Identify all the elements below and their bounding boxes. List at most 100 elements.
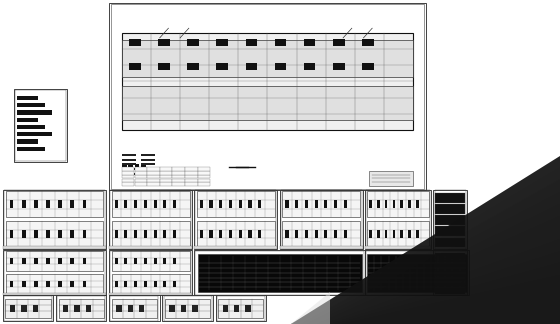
Bar bbox=[435, 253, 465, 260]
Bar bbox=[160, 171, 172, 175]
Bar bbox=[141, 159, 155, 161]
Polygon shape bbox=[338, 274, 560, 324]
Bar bbox=[71, 281, 74, 287]
Bar bbox=[17, 139, 38, 144]
Bar bbox=[116, 305, 122, 312]
Bar bbox=[3, 247, 106, 249]
Bar bbox=[246, 39, 257, 46]
Bar bbox=[209, 200, 213, 208]
Bar bbox=[365, 190, 431, 249]
Polygon shape bbox=[291, 156, 560, 324]
Bar bbox=[147, 171, 160, 175]
Bar bbox=[58, 258, 62, 264]
Bar bbox=[134, 200, 137, 208]
Bar bbox=[164, 200, 166, 208]
Bar bbox=[198, 175, 210, 178]
Bar bbox=[124, 230, 128, 238]
Bar bbox=[229, 230, 232, 238]
Bar bbox=[295, 230, 298, 238]
Bar bbox=[198, 254, 362, 292]
Bar bbox=[17, 96, 38, 100]
Bar bbox=[134, 164, 139, 167]
Bar bbox=[86, 305, 91, 312]
Bar bbox=[4, 251, 105, 295]
Bar bbox=[246, 63, 257, 70]
Bar bbox=[245, 305, 251, 312]
Bar bbox=[305, 230, 308, 238]
Bar bbox=[408, 200, 410, 208]
Bar bbox=[160, 167, 172, 171]
Bar bbox=[334, 200, 337, 208]
Bar bbox=[324, 200, 328, 208]
Bar bbox=[366, 251, 468, 295]
Bar bbox=[217, 63, 228, 70]
Bar bbox=[34, 230, 38, 238]
Bar bbox=[46, 230, 50, 238]
Bar bbox=[435, 270, 465, 277]
Bar bbox=[153, 230, 157, 238]
Bar bbox=[198, 182, 210, 186]
Bar bbox=[188, 39, 199, 46]
Bar bbox=[435, 193, 465, 203]
Bar bbox=[134, 258, 137, 264]
Bar bbox=[435, 278, 465, 285]
Bar bbox=[160, 175, 172, 178]
Bar bbox=[153, 200, 157, 208]
Bar bbox=[63, 305, 68, 312]
Bar bbox=[71, 200, 74, 208]
Bar bbox=[129, 39, 141, 46]
Bar bbox=[416, 200, 418, 208]
Bar bbox=[185, 182, 198, 186]
Bar bbox=[6, 221, 103, 247]
Bar bbox=[134, 171, 147, 175]
Bar bbox=[344, 200, 347, 208]
Bar bbox=[10, 230, 13, 238]
Bar bbox=[217, 296, 265, 321]
Bar bbox=[435, 287, 465, 294]
Bar bbox=[435, 226, 465, 236]
Bar bbox=[111, 191, 190, 217]
Bar bbox=[46, 281, 50, 287]
Bar bbox=[400, 200, 403, 208]
Bar bbox=[334, 230, 337, 238]
Bar bbox=[141, 173, 155, 175]
Bar bbox=[115, 200, 118, 208]
Bar bbox=[122, 33, 413, 130]
Bar bbox=[274, 39, 286, 46]
Bar bbox=[34, 200, 38, 208]
Bar bbox=[385, 230, 388, 238]
Bar bbox=[6, 299, 50, 318]
Bar bbox=[164, 230, 166, 238]
Bar bbox=[109, 295, 160, 321]
Bar bbox=[141, 154, 155, 156]
Bar bbox=[209, 230, 213, 238]
Polygon shape bbox=[315, 215, 560, 324]
Bar bbox=[111, 221, 190, 247]
Bar bbox=[122, 173, 136, 175]
Bar bbox=[258, 200, 262, 208]
Bar bbox=[115, 230, 118, 238]
Bar bbox=[82, 200, 86, 208]
Bar bbox=[141, 163, 155, 165]
Bar bbox=[258, 230, 262, 238]
Bar bbox=[365, 247, 431, 249]
Bar bbox=[172, 167, 185, 171]
Bar bbox=[393, 200, 395, 208]
Bar bbox=[122, 168, 136, 170]
Bar bbox=[141, 164, 146, 167]
Bar bbox=[22, 258, 26, 264]
Bar bbox=[17, 132, 52, 136]
Bar bbox=[4, 190, 105, 249]
Bar bbox=[234, 305, 240, 312]
Bar bbox=[34, 281, 38, 287]
Bar bbox=[200, 230, 203, 238]
Bar bbox=[367, 254, 466, 292]
Bar bbox=[128, 305, 133, 312]
Bar bbox=[282, 191, 361, 217]
Bar bbox=[122, 86, 413, 120]
Bar bbox=[17, 118, 38, 122]
Bar bbox=[32, 305, 38, 312]
Polygon shape bbox=[343, 286, 560, 324]
Bar bbox=[165, 299, 211, 318]
Bar bbox=[6, 191, 103, 217]
